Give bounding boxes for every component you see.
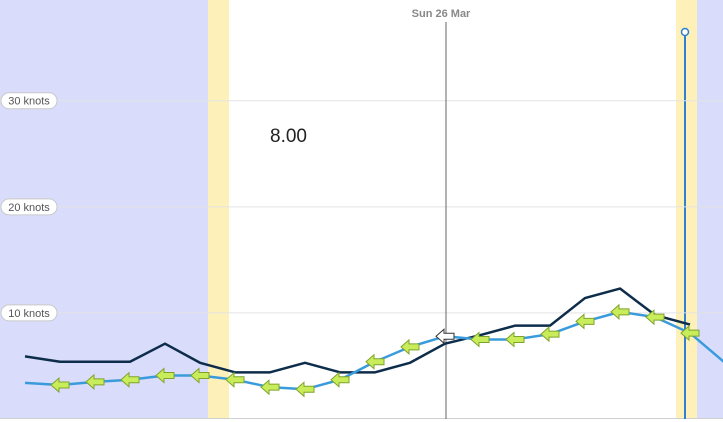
- y-tick-pill: [0, 92, 58, 110]
- wind-arrow: [540, 326, 560, 343]
- x-tick-label: Sun 26 Mar: [412, 8, 471, 20]
- y-tick-label: 20 knots: [8, 202, 50, 214]
- wind-arrow: [575, 313, 595, 330]
- wind-arrow: [505, 331, 525, 348]
- wind-arrow: [470, 331, 490, 348]
- twilight-band: [676, 0, 697, 419]
- wind-arrow: [400, 338, 420, 355]
- y-tick-pill: [0, 304, 58, 322]
- wind-arrow: [260, 379, 280, 396]
- wind-arrow: [50, 376, 70, 394]
- wind-arrow: [435, 328, 455, 345]
- wind-arrow: [85, 373, 105, 390]
- wind-arrow: [330, 371, 350, 388]
- wind-arrow: [610, 303, 630, 320]
- series-line: [24, 287, 691, 374]
- y-tick-label: 10 knots: [8, 308, 50, 320]
- wind-arrow: [680, 324, 700, 342]
- wind-arrow: [225, 371, 245, 388]
- y-tick-pill: [0, 198, 58, 216]
- readout: 8.00: [270, 126, 307, 147]
- twilight-band: [208, 0, 229, 419]
- wind-arrow: [155, 367, 175, 384]
- wind-arrow: [190, 367, 210, 384]
- y-tick-label: 30 knots: [8, 96, 50, 108]
- now-marker: [680, 27, 690, 37]
- wind-arrow: [295, 381, 315, 398]
- wind-arrow: [120, 371, 140, 388]
- wind-arrow: [365, 353, 385, 370]
- wind-arrow: [645, 309, 665, 326]
